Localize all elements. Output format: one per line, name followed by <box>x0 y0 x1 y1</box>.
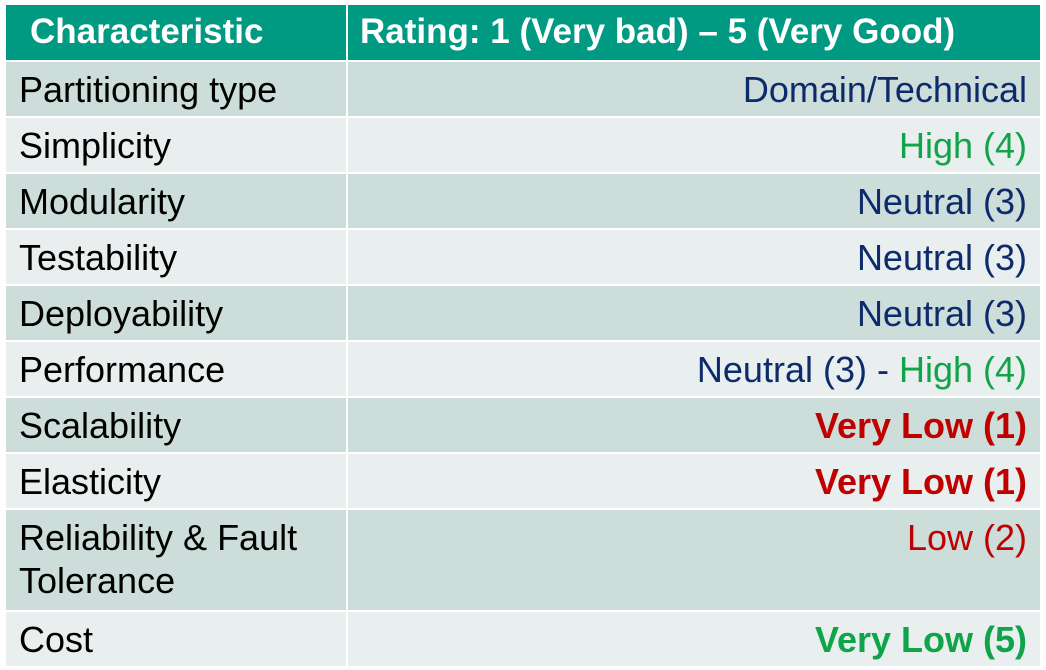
rating-cell: Neutral (3) <box>348 174 1040 228</box>
rating-text: Neutral (3) <box>856 181 1027 222</box>
rating-text: Neutral (3) - <box>696 349 899 390</box>
table-row: Performance Neutral (3) - High (4) <box>6 342 1040 398</box>
rating-cell: Low (2) <box>348 510 1040 610</box>
rating-text: Neutral (3) <box>856 237 1027 278</box>
rating-text: Low (2) <box>906 517 1027 558</box>
characteristic-cell: Testability <box>6 230 348 284</box>
rating-cell: High (4) <box>348 118 1040 172</box>
header-characteristic: Characteristic <box>6 5 348 60</box>
rating-cell: Neutral (3) <box>348 230 1040 284</box>
characteristic-cell: Performance <box>6 342 348 396</box>
table-row: Reliability & Fault Tolerance Low (2) <box>6 510 1040 612</box>
rating-cell: Very Low (1) <box>348 454 1040 508</box>
rating-text: High (4) <box>898 125 1027 166</box>
rating-cell: Very Low (5) <box>348 612 1040 666</box>
table-row: Testability Neutral (3) <box>6 230 1040 286</box>
characteristic-cell: Elasticity <box>6 454 348 508</box>
table-row: Scalability Very Low (1) <box>6 398 1040 454</box>
header-rating: Rating: 1 (Very bad) – 5 (Very Good) <box>360 12 956 51</box>
characteristic-cell: Deployability <box>6 286 348 340</box>
characteristic-cell: Modularity <box>6 174 348 228</box>
characteristic-cell: Simplicity <box>6 118 348 172</box>
rating-cell: Neutral (3) - High (4) <box>348 342 1040 396</box>
rating-cell: Very Low (1) <box>348 398 1040 452</box>
rating-text: Very Low (1) <box>814 405 1027 446</box>
rating-text: Neutral (3) <box>856 293 1027 334</box>
table-row: Partitioning type Domain/Technical <box>6 62 1040 118</box>
rating-cell: Neutral (3) <box>348 286 1040 340</box>
rating-text: Very Low (5) <box>814 619 1027 660</box>
characteristic-cell: Partitioning type <box>6 62 348 116</box>
table-row: Deployability Neutral (3) <box>6 286 1040 342</box>
table-row: Modularity Neutral (3) <box>6 174 1040 230</box>
characteristics-table: Characteristic Rating: 1 (Very bad) – 5 … <box>6 5 1040 666</box>
table-header-row: Characteristic Rating: 1 (Very bad) – 5 … <box>6 5 1040 62</box>
rating-text: Very Low (1) <box>814 461 1027 502</box>
characteristic-cell: Reliability & Fault Tolerance <box>6 510 348 610</box>
rating-text: High (4) <box>898 349 1027 390</box>
table-row: Simplicity High (4) <box>6 118 1040 174</box>
table-row: Elasticity Very Low (1) <box>6 454 1040 510</box>
characteristic-cell: Scalability <box>6 398 348 452</box>
rating-text: Domain/Technical <box>742 69 1027 110</box>
rating-cell: Domain/Technical <box>348 62 1040 116</box>
characteristic-cell: Cost <box>6 612 348 666</box>
table-row: Cost Very Low (5) <box>6 612 1040 666</box>
